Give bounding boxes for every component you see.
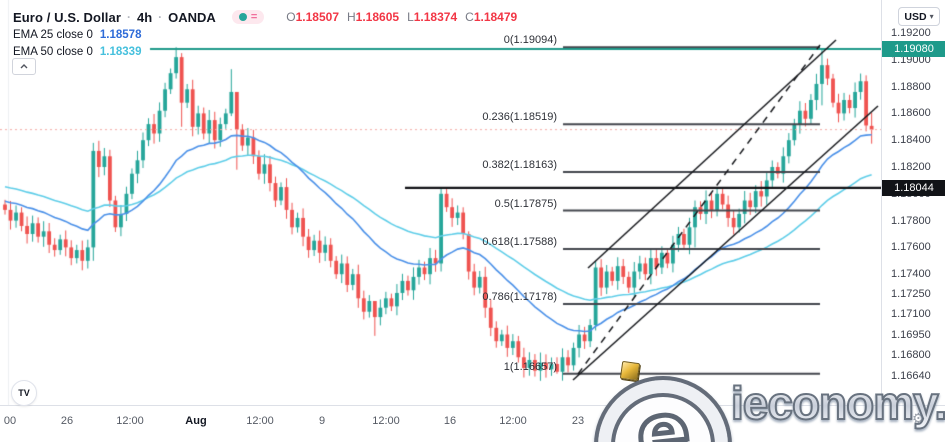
price-tick-label: 1.16800 bbox=[891, 348, 931, 361]
symbol-header: Euro / U.S. Dollar · 4h · OANDA = O1.185… bbox=[13, 8, 517, 60]
market-status-pill[interactable]: = bbox=[231, 10, 265, 24]
price-tick-label: 1.18200 bbox=[891, 161, 931, 173]
separator-dot: · bbox=[158, 10, 163, 24]
fib-level-label[interactable]: 0.618(1.17588) bbox=[482, 236, 557, 248]
time-axis[interactable]: 00 26 12:00 Aug 12:00 9 12:00 16 12:00 23 bbox=[0, 405, 945, 442]
interval-label[interactable]: 4h bbox=[136, 9, 153, 25]
level-price-badge: 1.18044 bbox=[882, 179, 945, 196]
fib-level-label[interactable]: 1(1.16657) bbox=[503, 360, 557, 373]
currency-selector[interactable]: USD ▾ bbox=[898, 7, 940, 26]
time-tick-label: 12:00 bbox=[246, 415, 274, 427]
fib-level-label[interactable]: 0.786(1.17178) bbox=[482, 290, 557, 303]
time-tick-label: 12:00 bbox=[116, 415, 144, 427]
price-tick-label: 1.17250 bbox=[891, 288, 931, 301]
close-value: 1.18479 bbox=[473, 10, 518, 24]
time-tick-label: 23 bbox=[571, 415, 585, 427]
price-tick-label: 1.18600 bbox=[891, 107, 931, 120]
price-tick-label: 1.18800 bbox=[891, 80, 931, 93]
time-tick-label: 9 bbox=[318, 415, 326, 427]
price-tick-label: 1.16950 bbox=[891, 328, 931, 341]
time-tick-label: 26 bbox=[60, 415, 74, 427]
fib-level-label[interactable]: 0.5(1.17875) bbox=[494, 197, 557, 210]
fib-level-label[interactable]: 0(1.19094) bbox=[503, 34, 557, 47]
low-value: 1.18374 bbox=[413, 10, 458, 24]
time-tick-label: 12:00 bbox=[372, 415, 400, 427]
exchange-label[interactable]: OANDA bbox=[168, 9, 216, 25]
time-tick-label: 12:00 bbox=[499, 415, 527, 427]
time-tick-label: 00 bbox=[3, 415, 17, 427]
time-tick-label: 16 bbox=[443, 415, 457, 427]
tradingview-logo-icon[interactable]: TV bbox=[11, 380, 37, 406]
collapse-indicators-button[interactable] bbox=[12, 58, 36, 75]
price-tick-label: 1.19200 bbox=[891, 27, 931, 39]
price-tick-label: 1.17400 bbox=[891, 268, 931, 281]
ema50-value: 1.18339 bbox=[99, 46, 142, 58]
settings-gear-icon[interactable]: ⚙ bbox=[912, 410, 925, 426]
market-open-dot-icon bbox=[238, 13, 247, 21]
chevron-up-icon bbox=[20, 64, 28, 69]
pink-equals-icon: = bbox=[250, 11, 258, 23]
price-tick-label: 1.16640 bbox=[891, 370, 931, 383]
symbol-title[interactable]: Euro / U.S. Dollar bbox=[13, 9, 121, 25]
price-tick-label: 1.17100 bbox=[891, 308, 931, 321]
time-tick-label: Aug bbox=[185, 415, 207, 427]
fib-level-label[interactable]: 0.236(1.18519) bbox=[482, 111, 557, 124]
indicator-row-ema25[interactable]: EMA 25 close 0 1.18578 bbox=[13, 27, 517, 43]
fib-level-label[interactable]: 0.382(1.18163) bbox=[482, 158, 557, 171]
price-tick-label: 1.17800 bbox=[891, 214, 931, 227]
ema50-label: EMA 50 close 0 bbox=[13, 46, 93, 58]
chevron-down-icon: ▾ bbox=[929, 12, 934, 21]
price-axis[interactable]: USD ▾ 1.19200 1.19000 1.18800 1.18600 1.18400… bbox=[881, 0, 945, 405]
price-tick-label: 1.17600 bbox=[891, 241, 931, 254]
ohlc-readout: O1.18507 H1.18605 L1.18374 C1.18479 bbox=[286, 10, 518, 24]
separator-dot: · bbox=[126, 10, 131, 24]
price-tick-label: 1.18400 bbox=[891, 134, 931, 147]
high-value: 1.18605 bbox=[355, 10, 400, 24]
ray-price-badge: 1.19080 bbox=[882, 41, 945, 58]
ema25-label: EMA 25 close 0 bbox=[13, 29, 93, 41]
open-value: 1.18507 bbox=[295, 10, 339, 24]
indicator-row-ema50[interactable]: EMA 50 close 0 1.18339 bbox=[13, 44, 517, 60]
ema25-value: 1.18578 bbox=[99, 29, 142, 41]
